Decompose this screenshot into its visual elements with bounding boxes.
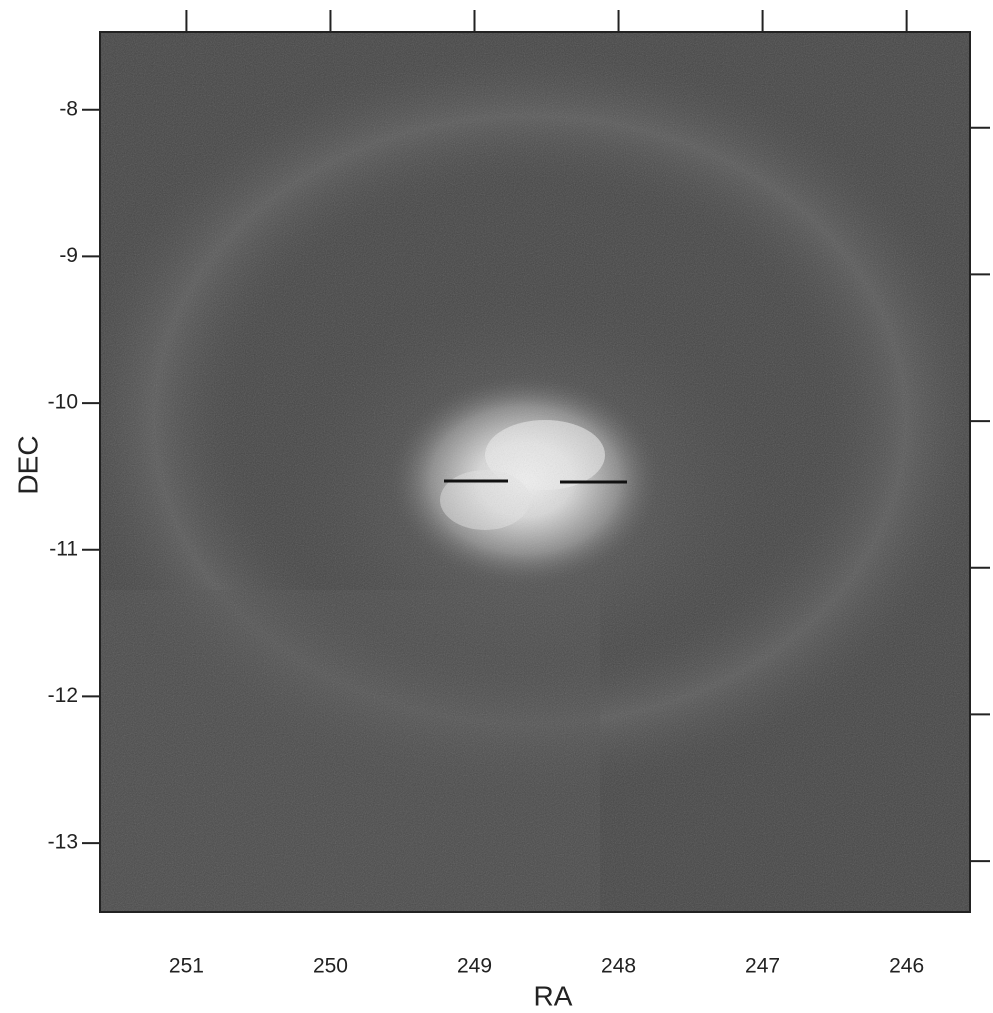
x-tick-label: 249 <box>457 955 492 978</box>
y-tick-label: -12 <box>48 684 78 707</box>
y-tick-label: -8 <box>59 97 78 120</box>
x-tick-label: 250 <box>313 955 348 978</box>
x-tick-label: 247 <box>745 955 780 978</box>
y-tick-label: -9 <box>59 244 78 267</box>
y-tick-label: -13 <box>48 831 78 854</box>
y-tick-label: -11 <box>49 537 78 560</box>
chart: RA DEC 251 250 249 248 247 246 -8 -9 -10 -11 -12 -1… <box>0 0 993 1013</box>
x-tick-label: 251 <box>169 955 204 978</box>
x-tick-label: 248 <box>601 955 636 978</box>
sky-image <box>60 32 993 912</box>
x-axis-title: RA <box>534 980 573 1011</box>
x-tick-label: 246 <box>889 955 924 978</box>
y-axis-title: DEC <box>12 435 43 494</box>
y-tick-label: -10 <box>48 391 78 414</box>
